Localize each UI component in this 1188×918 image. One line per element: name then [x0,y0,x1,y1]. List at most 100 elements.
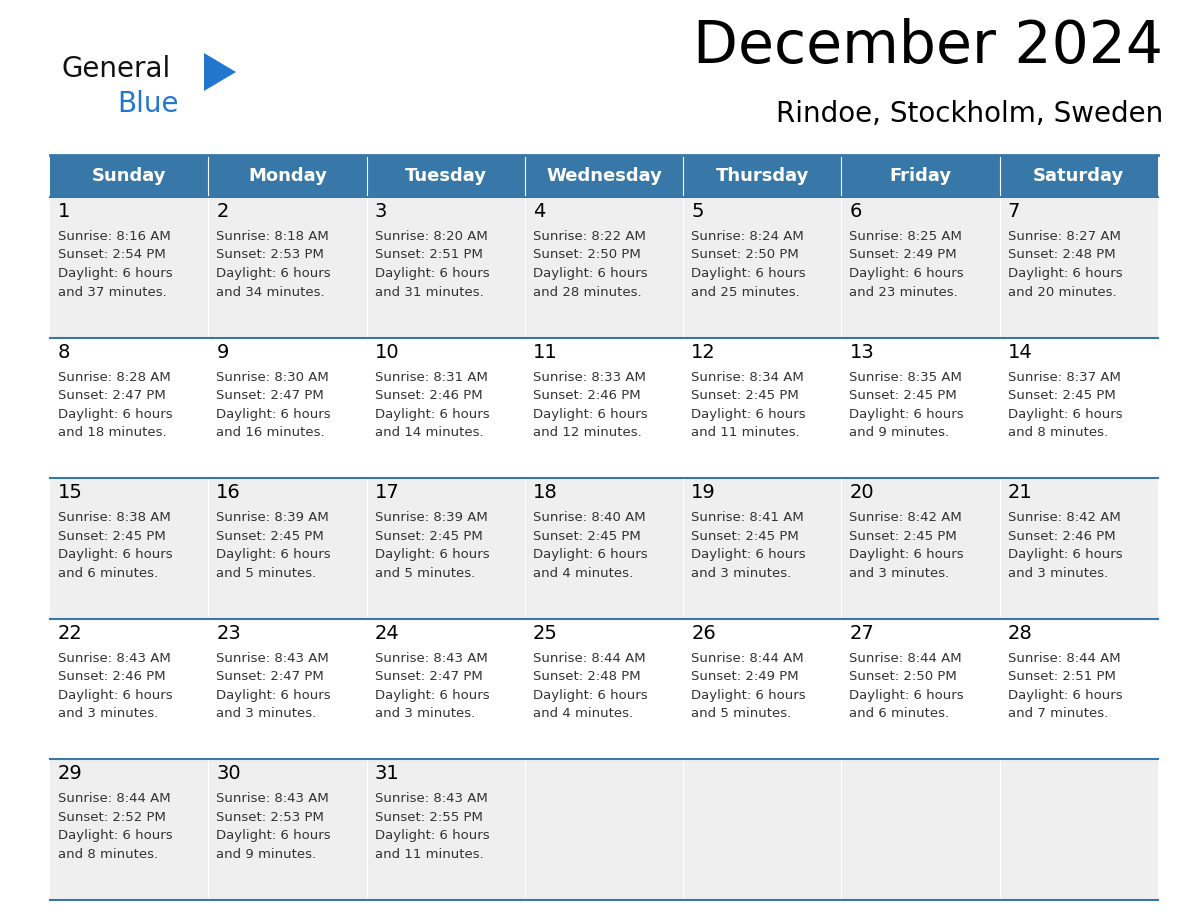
Text: Daylight: 6 hours: Daylight: 6 hours [58,829,172,843]
Text: Daylight: 6 hours: Daylight: 6 hours [58,267,172,280]
Text: Daylight: 6 hours: Daylight: 6 hours [216,408,331,420]
Text: and 6 minutes.: and 6 minutes. [849,707,949,721]
Text: Sunset: 2:45 PM: Sunset: 2:45 PM [691,389,798,402]
Text: 31: 31 [374,765,399,783]
Text: Sunrise: 8:18 AM: Sunrise: 8:18 AM [216,230,329,243]
Text: Sunset: 2:47 PM: Sunset: 2:47 PM [374,670,482,683]
Text: Sunset: 2:54 PM: Sunset: 2:54 PM [58,249,166,262]
Text: Daylight: 6 hours: Daylight: 6 hours [374,548,489,561]
Text: Daylight: 6 hours: Daylight: 6 hours [849,548,963,561]
Text: 5: 5 [691,202,703,221]
Text: Sunrise: 8:44 AM: Sunrise: 8:44 AM [849,652,962,665]
Text: Thursday: Thursday [715,167,809,185]
Text: Daylight: 6 hours: Daylight: 6 hours [1007,408,1123,420]
Text: Daylight: 6 hours: Daylight: 6 hours [533,688,647,701]
Text: 15: 15 [58,483,83,502]
Text: Daylight: 6 hours: Daylight: 6 hours [533,267,647,280]
Bar [50,759,1158,900]
Text: Sunset: 2:46 PM: Sunset: 2:46 PM [58,670,165,683]
Text: Sunrise: 8:31 AM: Sunrise: 8:31 AM [374,371,487,384]
Text: Daylight: 6 hours: Daylight: 6 hours [849,688,963,701]
Text: Sunrise: 8:38 AM: Sunrise: 8:38 AM [58,511,171,524]
Text: and 16 minutes.: and 16 minutes. [216,426,324,439]
Text: Sunrise: 8:16 AM: Sunrise: 8:16 AM [58,230,171,243]
Text: Daylight: 6 hours: Daylight: 6 hours [1007,688,1123,701]
Text: and 3 minutes.: and 3 minutes. [691,566,791,579]
Text: 23: 23 [216,624,241,643]
Text: December 2024: December 2024 [693,18,1163,75]
Text: Daylight: 6 hours: Daylight: 6 hours [691,267,805,280]
Text: Blue: Blue [116,90,178,118]
Text: and 14 minutes.: and 14 minutes. [374,426,484,439]
Text: Sunset: 2:45 PM: Sunset: 2:45 PM [58,530,166,543]
Text: and 9 minutes.: and 9 minutes. [849,426,949,439]
Text: Sunrise: 8:35 AM: Sunrise: 8:35 AM [849,371,962,384]
Text: Sunset: 2:45 PM: Sunset: 2:45 PM [533,530,640,543]
Text: 27: 27 [849,624,874,643]
Text: Sunday: Sunday [91,167,166,185]
Text: and 31 minutes.: and 31 minutes. [374,285,484,298]
Text: 9: 9 [216,342,228,362]
Bar [525,155,683,197]
Text: and 5 minutes.: and 5 minutes. [374,566,475,579]
Text: Rindoe, Stockholm, Sweden: Rindoe, Stockholm, Sweden [776,100,1163,128]
Text: Sunrise: 8:44 AM: Sunrise: 8:44 AM [691,652,804,665]
Text: Sunset: 2:45 PM: Sunset: 2:45 PM [691,530,798,543]
Text: and 25 minutes.: and 25 minutes. [691,285,800,298]
Text: Tuesday: Tuesday [405,167,487,185]
Bar [50,338,1158,478]
Text: Sunrise: 8:43 AM: Sunrise: 8:43 AM [58,652,171,665]
Text: and 7 minutes.: and 7 minutes. [1007,707,1108,721]
Text: 25: 25 [533,624,557,643]
Text: Daylight: 6 hours: Daylight: 6 hours [533,548,647,561]
Text: Sunset: 2:45 PM: Sunset: 2:45 PM [849,389,958,402]
Text: and 12 minutes.: and 12 minutes. [533,426,642,439]
Text: Daylight: 6 hours: Daylight: 6 hours [533,408,647,420]
Text: 4: 4 [533,202,545,221]
Text: Sunset: 2:50 PM: Sunset: 2:50 PM [691,249,798,262]
Text: Daylight: 6 hours: Daylight: 6 hours [58,688,172,701]
Text: Sunset: 2:49 PM: Sunset: 2:49 PM [691,670,798,683]
Text: Sunrise: 8:42 AM: Sunrise: 8:42 AM [1007,511,1120,524]
Text: and 18 minutes.: and 18 minutes. [58,426,166,439]
Text: Sunset: 2:47 PM: Sunset: 2:47 PM [216,670,324,683]
Text: 22: 22 [58,624,83,643]
Text: 20: 20 [849,483,874,502]
Text: Sunset: 2:45 PM: Sunset: 2:45 PM [1007,389,1116,402]
Text: 12: 12 [691,342,716,362]
Text: and 4 minutes.: and 4 minutes. [533,707,633,721]
Text: General: General [62,55,171,83]
Text: Sunrise: 8:40 AM: Sunrise: 8:40 AM [533,511,645,524]
Text: Daylight: 6 hours: Daylight: 6 hours [216,548,331,561]
Text: Sunset: 2:55 PM: Sunset: 2:55 PM [374,811,482,823]
Text: 11: 11 [533,342,557,362]
Text: 7: 7 [1007,202,1020,221]
Text: Sunset: 2:51 PM: Sunset: 2:51 PM [1007,670,1116,683]
Text: Sunset: 2:46 PM: Sunset: 2:46 PM [533,389,640,402]
Text: and 3 minutes.: and 3 minutes. [849,566,949,579]
Bar [841,155,1000,197]
Text: Sunrise: 8:44 AM: Sunrise: 8:44 AM [1007,652,1120,665]
Text: 17: 17 [374,483,399,502]
Text: Sunrise: 8:43 AM: Sunrise: 8:43 AM [374,792,487,805]
Text: Sunset: 2:46 PM: Sunset: 2:46 PM [374,389,482,402]
Text: 29: 29 [58,765,83,783]
Text: Sunset: 2:53 PM: Sunset: 2:53 PM [216,811,324,823]
Text: Daylight: 6 hours: Daylight: 6 hours [691,688,805,701]
Text: and 5 minutes.: and 5 minutes. [691,707,791,721]
Bar [1000,155,1158,197]
Text: Sunset: 2:53 PM: Sunset: 2:53 PM [216,249,324,262]
Text: Sunset: 2:51 PM: Sunset: 2:51 PM [374,249,482,262]
Text: and 9 minutes.: and 9 minutes. [216,848,316,861]
Text: Sunset: 2:52 PM: Sunset: 2:52 PM [58,811,166,823]
Text: and 37 minutes.: and 37 minutes. [58,285,166,298]
Text: Daylight: 6 hours: Daylight: 6 hours [374,688,489,701]
Bar [50,478,1158,619]
Text: 6: 6 [849,202,861,221]
Text: Sunset: 2:47 PM: Sunset: 2:47 PM [58,389,166,402]
Text: Sunset: 2:45 PM: Sunset: 2:45 PM [849,530,958,543]
Text: and 11 minutes.: and 11 minutes. [691,426,800,439]
Text: Monday: Monday [248,167,327,185]
Text: Sunset: 2:50 PM: Sunset: 2:50 PM [849,670,958,683]
Text: Sunrise: 8:39 AM: Sunrise: 8:39 AM [374,511,487,524]
